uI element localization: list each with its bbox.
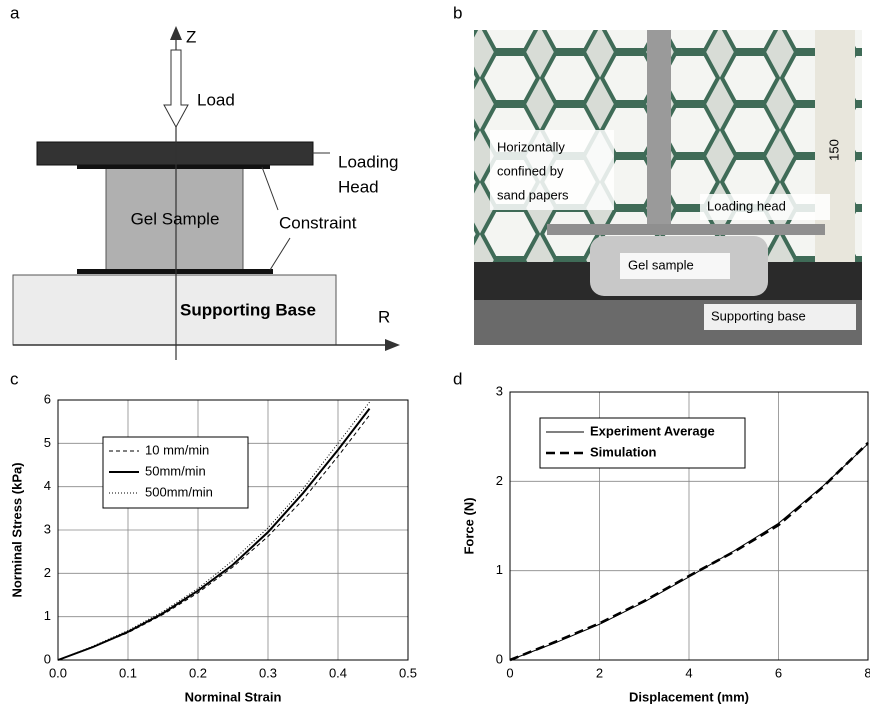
label: Gel sample — [628, 257, 694, 272]
x-tick-label: 2 — [596, 665, 603, 680]
label: Z — [186, 27, 196, 46]
label: Load — [197, 90, 235, 109]
legend-label: Experiment Average — [590, 423, 715, 438]
y-tick-label: 1 — [496, 562, 503, 577]
y-tick-label: 2 — [496, 473, 503, 488]
label: Gel Sample — [131, 209, 220, 228]
x-tick-label: 8 — [864, 665, 870, 680]
label: Head — [338, 177, 379, 196]
x-tick-label: 0 — [506, 665, 513, 680]
panel-label: c — [10, 369, 19, 388]
loading-head — [547, 224, 825, 235]
x-tick-label: 6 — [775, 665, 782, 680]
legend-label: 50mm/min — [145, 463, 206, 478]
x-axis-label: Displacement (mm) — [629, 689, 749, 704]
panel-label: b — [453, 3, 462, 22]
label: Supporting Base — [180, 300, 316, 319]
ruler-label: 150 — [826, 139, 841, 161]
label: Constraint — [279, 213, 357, 232]
leader-line — [270, 238, 290, 270]
arrowhead — [385, 339, 400, 351]
y-tick-label: 4 — [44, 478, 51, 493]
photo: 150 Horizontally confined by sand papers… — [474, 30, 862, 345]
legend-label: Simulation — [590, 444, 657, 459]
x-axis-label: Norminal Strain — [185, 689, 282, 704]
label: Loading head — [707, 198, 786, 213]
y-tick-label: 6 — [44, 391, 51, 406]
y-tick-label: 5 — [44, 435, 51, 450]
panel-label: d — [453, 369, 462, 388]
load-arrow — [164, 50, 188, 127]
x-tick-label: 0.4 — [329, 665, 347, 680]
page: a b c d Z Load Loading Head Gel Sample C… — [0, 0, 870, 713]
rod — [647, 30, 671, 225]
x-tick-label: 4 — [685, 665, 692, 680]
legend-label: 10 mm/min — [145, 442, 209, 457]
constraint-plate — [77, 165, 270, 169]
x-tick-label: 0.0 — [49, 665, 67, 680]
y-axis-label: Force (N) — [461, 497, 476, 554]
x-tick-label: 0.5 — [399, 665, 417, 680]
x-tick-label: 0.2 — [189, 665, 207, 680]
y-tick-label: 3 — [496, 383, 503, 398]
y-tick-label: 3 — [44, 521, 51, 536]
y-axis-label: Norminal Stress (kPa) — [9, 462, 24, 597]
constraint-plate — [77, 269, 273, 274]
y-tick-label: 0 — [496, 651, 503, 666]
y-tick-label: 1 — [44, 608, 51, 623]
arrowhead — [170, 26, 182, 40]
panel-label: a — [10, 3, 20, 22]
figure: a b c d Z Load Loading Head Gel Sample C… — [0, 0, 870, 713]
diagram: Z Load Loading Head Gel Sample Constrain… — [13, 26, 400, 360]
x-tick-label: 0.3 — [259, 665, 277, 680]
leader-line — [262, 167, 278, 210]
legend-label: 500mm/min — [145, 484, 213, 499]
y-tick-label: 2 — [44, 565, 51, 580]
label: Loading — [338, 152, 399, 171]
loading-head — [37, 142, 313, 165]
label: R — [378, 307, 390, 326]
y-tick-label: 0 — [44, 651, 51, 666]
label: confined by — [497, 163, 564, 178]
label: Supporting base — [711, 308, 806, 323]
label: Horizontally — [497, 139, 565, 154]
x-tick-label: 0.1 — [119, 665, 137, 680]
label: sand papers — [497, 187, 569, 202]
